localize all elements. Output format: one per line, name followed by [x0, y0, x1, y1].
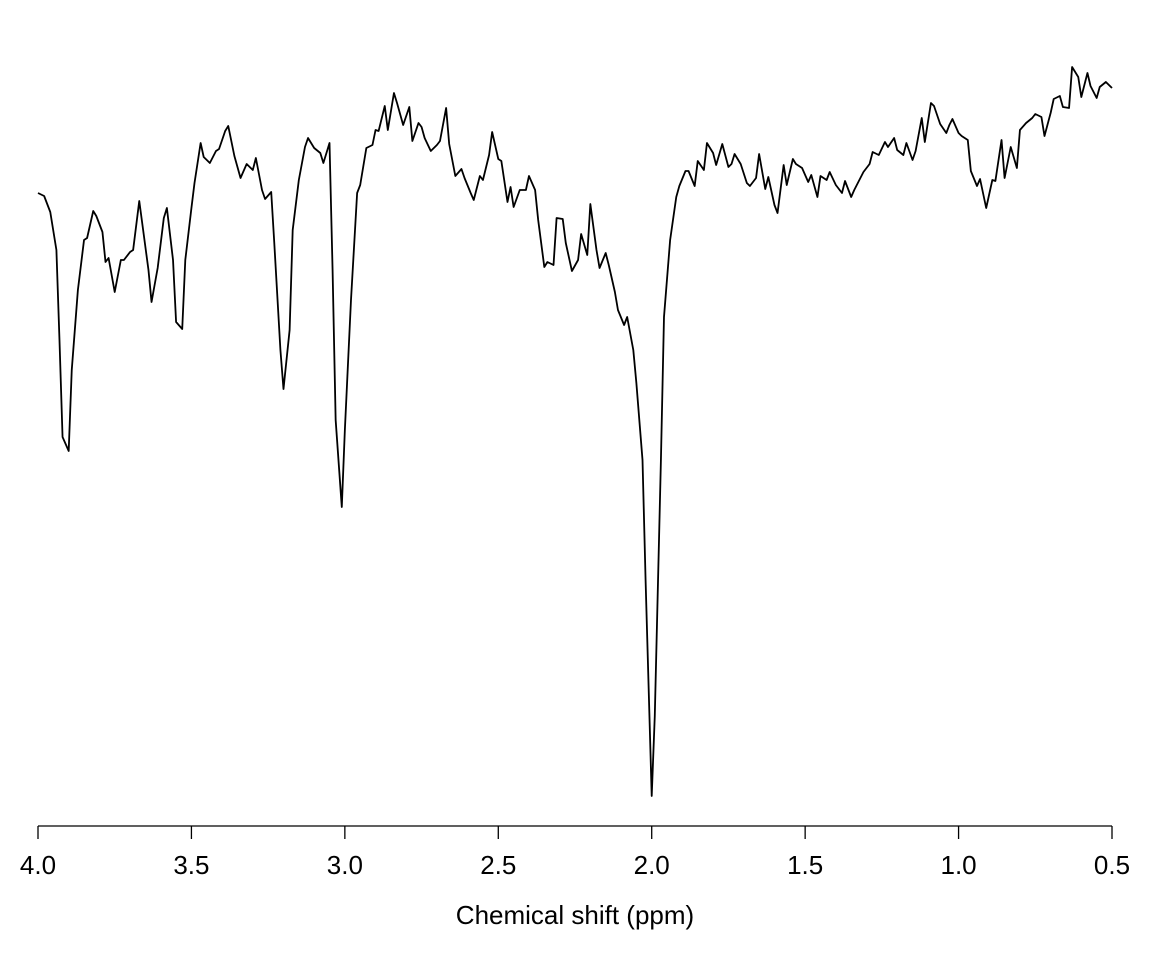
x-tick-label: 1.5: [787, 850, 823, 880]
x-tick-label: 3.0: [327, 850, 363, 880]
x-tick-label: 2.5: [480, 850, 516, 880]
x-tick-label: 3.5: [173, 850, 209, 880]
x-axis-label: Chemical shift (ppm): [456, 900, 694, 930]
x-tick-label: 1.0: [940, 850, 976, 880]
spectrum-line: [37, 66, 1113, 797]
x-tick-label: 2.0: [634, 850, 670, 880]
x-tick-label: 0.5: [1094, 850, 1130, 880]
x-tick-label: 4.0: [20, 850, 56, 880]
